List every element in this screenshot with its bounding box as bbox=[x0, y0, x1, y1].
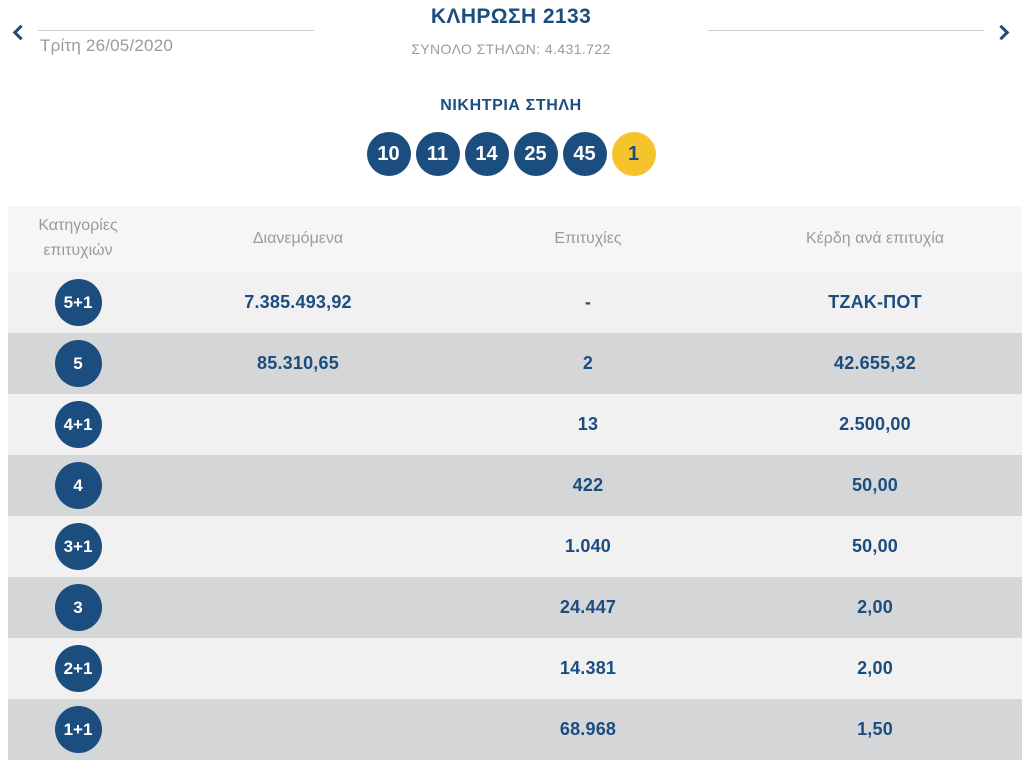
table-row: 4 422 50,00 bbox=[8, 455, 1022, 516]
number-ball: 11 bbox=[415, 132, 460, 176]
winners-cell: 14.381 bbox=[559, 658, 617, 678]
number-ball: 25 bbox=[513, 132, 558, 176]
table-body: 5+1 7.385.493,92 - ΤΖΑΚ-ΠΟΤ 5 85.310,65 … bbox=[8, 272, 1022, 760]
table-header: Κατηγορίες επιτυχιών Διανεμόμενα Επιτυχί… bbox=[8, 206, 1022, 272]
table-row: 4+1 13 2.500,00 bbox=[8, 394, 1022, 455]
column-header-distributed: Διανεμόμενα bbox=[252, 229, 344, 247]
bonus-number-ball: 1 bbox=[611, 132, 656, 176]
winners-cell: 68.968 bbox=[559, 719, 617, 739]
prize-cell: 42.655,32 bbox=[834, 353, 916, 373]
category-badge: 3+1 bbox=[54, 523, 102, 570]
number-ball: 45 bbox=[562, 132, 607, 176]
prize-cell: 2,00 bbox=[857, 658, 893, 678]
winners-cell: 422 bbox=[572, 475, 604, 495]
distributed-cell bbox=[148, 516, 448, 577]
distributed-cell: 7.385.493,92 bbox=[244, 292, 352, 312]
winners-cell: 13 bbox=[577, 414, 599, 434]
category-cell: 1+1 bbox=[8, 699, 148, 760]
number-ball: 14 bbox=[464, 132, 509, 176]
draw-date: Τρίτη 26/05/2020 bbox=[40, 36, 174, 55]
category-badge: 3 bbox=[54, 584, 102, 631]
table-row: 2+1 14.381 2,00 bbox=[8, 638, 1022, 699]
winning-column-section: ΝΙΚΗΤΡΙΑ ΣΤΗΛΗ 10 11 14 25 45 1 bbox=[0, 66, 1022, 176]
prize-cell: 2,00 bbox=[857, 597, 893, 617]
prize-cell: 2.500,00 bbox=[839, 414, 911, 434]
column-header-categories: Κατηγορίες επιτυχιών bbox=[38, 217, 118, 259]
distributed-cell bbox=[148, 699, 448, 760]
category-cell: 3+1 bbox=[8, 516, 148, 577]
distributed-cell bbox=[148, 455, 448, 516]
draw-header-center: ΚΛΗΡΩΣΗ 2133 ΣΥΝΟΛΟ ΣΤΗΛΩΝ: 4.431.722 bbox=[0, 5, 1022, 57]
chevron-right-icon bbox=[993, 24, 1010, 40]
next-draw-button[interactable] bbox=[990, 18, 1018, 46]
category-cell: 2+1 bbox=[8, 638, 148, 699]
distributed-cell bbox=[148, 577, 448, 638]
category-badge: 5+1 bbox=[54, 279, 102, 326]
table-row: 3+1 1.040 50,00 bbox=[8, 516, 1022, 577]
winners-cell: - bbox=[584, 292, 592, 312]
total-columns-label: ΣΥΝΟΛΟ ΣΤΗΛΩΝ: 4.431.722 bbox=[411, 41, 611, 57]
winning-column-title: ΝΙΚΗΤΡΙΑ ΣΤΗΛΗ bbox=[440, 97, 582, 114]
distributed-cell bbox=[148, 638, 448, 699]
table-row: 3 24.447 2,00 bbox=[8, 577, 1022, 638]
number-ball: 10 bbox=[366, 132, 411, 176]
category-badge: 1+1 bbox=[54, 706, 102, 753]
category-cell: 4 bbox=[8, 455, 148, 516]
category-badge: 2+1 bbox=[54, 645, 102, 692]
table-row: 5 85.310,65 2 42.655,32 bbox=[8, 333, 1022, 394]
draw-header: Τρίτη 26/05/2020 ΚΛΗΡΩΣΗ 2133 ΣΥΝΟΛΟ ΣΤΗ… bbox=[0, 0, 1022, 66]
category-badge: 4 bbox=[54, 462, 102, 509]
prize-cell: 1,50 bbox=[857, 719, 893, 739]
prize-cell: 50,00 bbox=[851, 536, 899, 556]
draw-title: ΚΛΗΡΩΣΗ 2133 bbox=[430, 5, 592, 28]
winners-cell: 1.040 bbox=[564, 536, 612, 556]
column-header-winners: Επιτυχίες bbox=[554, 229, 622, 247]
table-row: 1+1 68.968 1,50 bbox=[8, 699, 1022, 760]
table-row: 5+1 7.385.493,92 - ΤΖΑΚ-ΠΟΤ bbox=[8, 272, 1022, 333]
category-cell: 4+1 bbox=[8, 394, 148, 455]
category-badge: 4+1 bbox=[54, 401, 102, 448]
header-divider-left bbox=[38, 30, 314, 31]
category-badge: 5 bbox=[54, 340, 102, 387]
distributed-cell bbox=[148, 394, 448, 455]
winners-cell: 2 bbox=[582, 353, 594, 373]
prize-cell: 50,00 bbox=[851, 475, 899, 495]
category-cell: 3 bbox=[8, 577, 148, 638]
prize-cell: ΤΖΑΚ-ΠΟΤ bbox=[828, 292, 922, 312]
results-table: Κατηγορίες επιτυχιών Διανεμόμενα Επιτυχί… bbox=[8, 206, 1022, 760]
distributed-cell: 85.310,65 bbox=[257, 353, 339, 373]
category-cell: 5 bbox=[8, 333, 148, 394]
header-divider-right bbox=[708, 30, 984, 31]
column-header-prize: Κέρδη ανά επιτυχία bbox=[805, 229, 945, 247]
winners-cell: 24.447 bbox=[559, 597, 617, 617]
winning-numbers: 10 11 14 25 45 1 bbox=[0, 132, 1022, 176]
category-cell: 5+1 bbox=[8, 272, 148, 333]
